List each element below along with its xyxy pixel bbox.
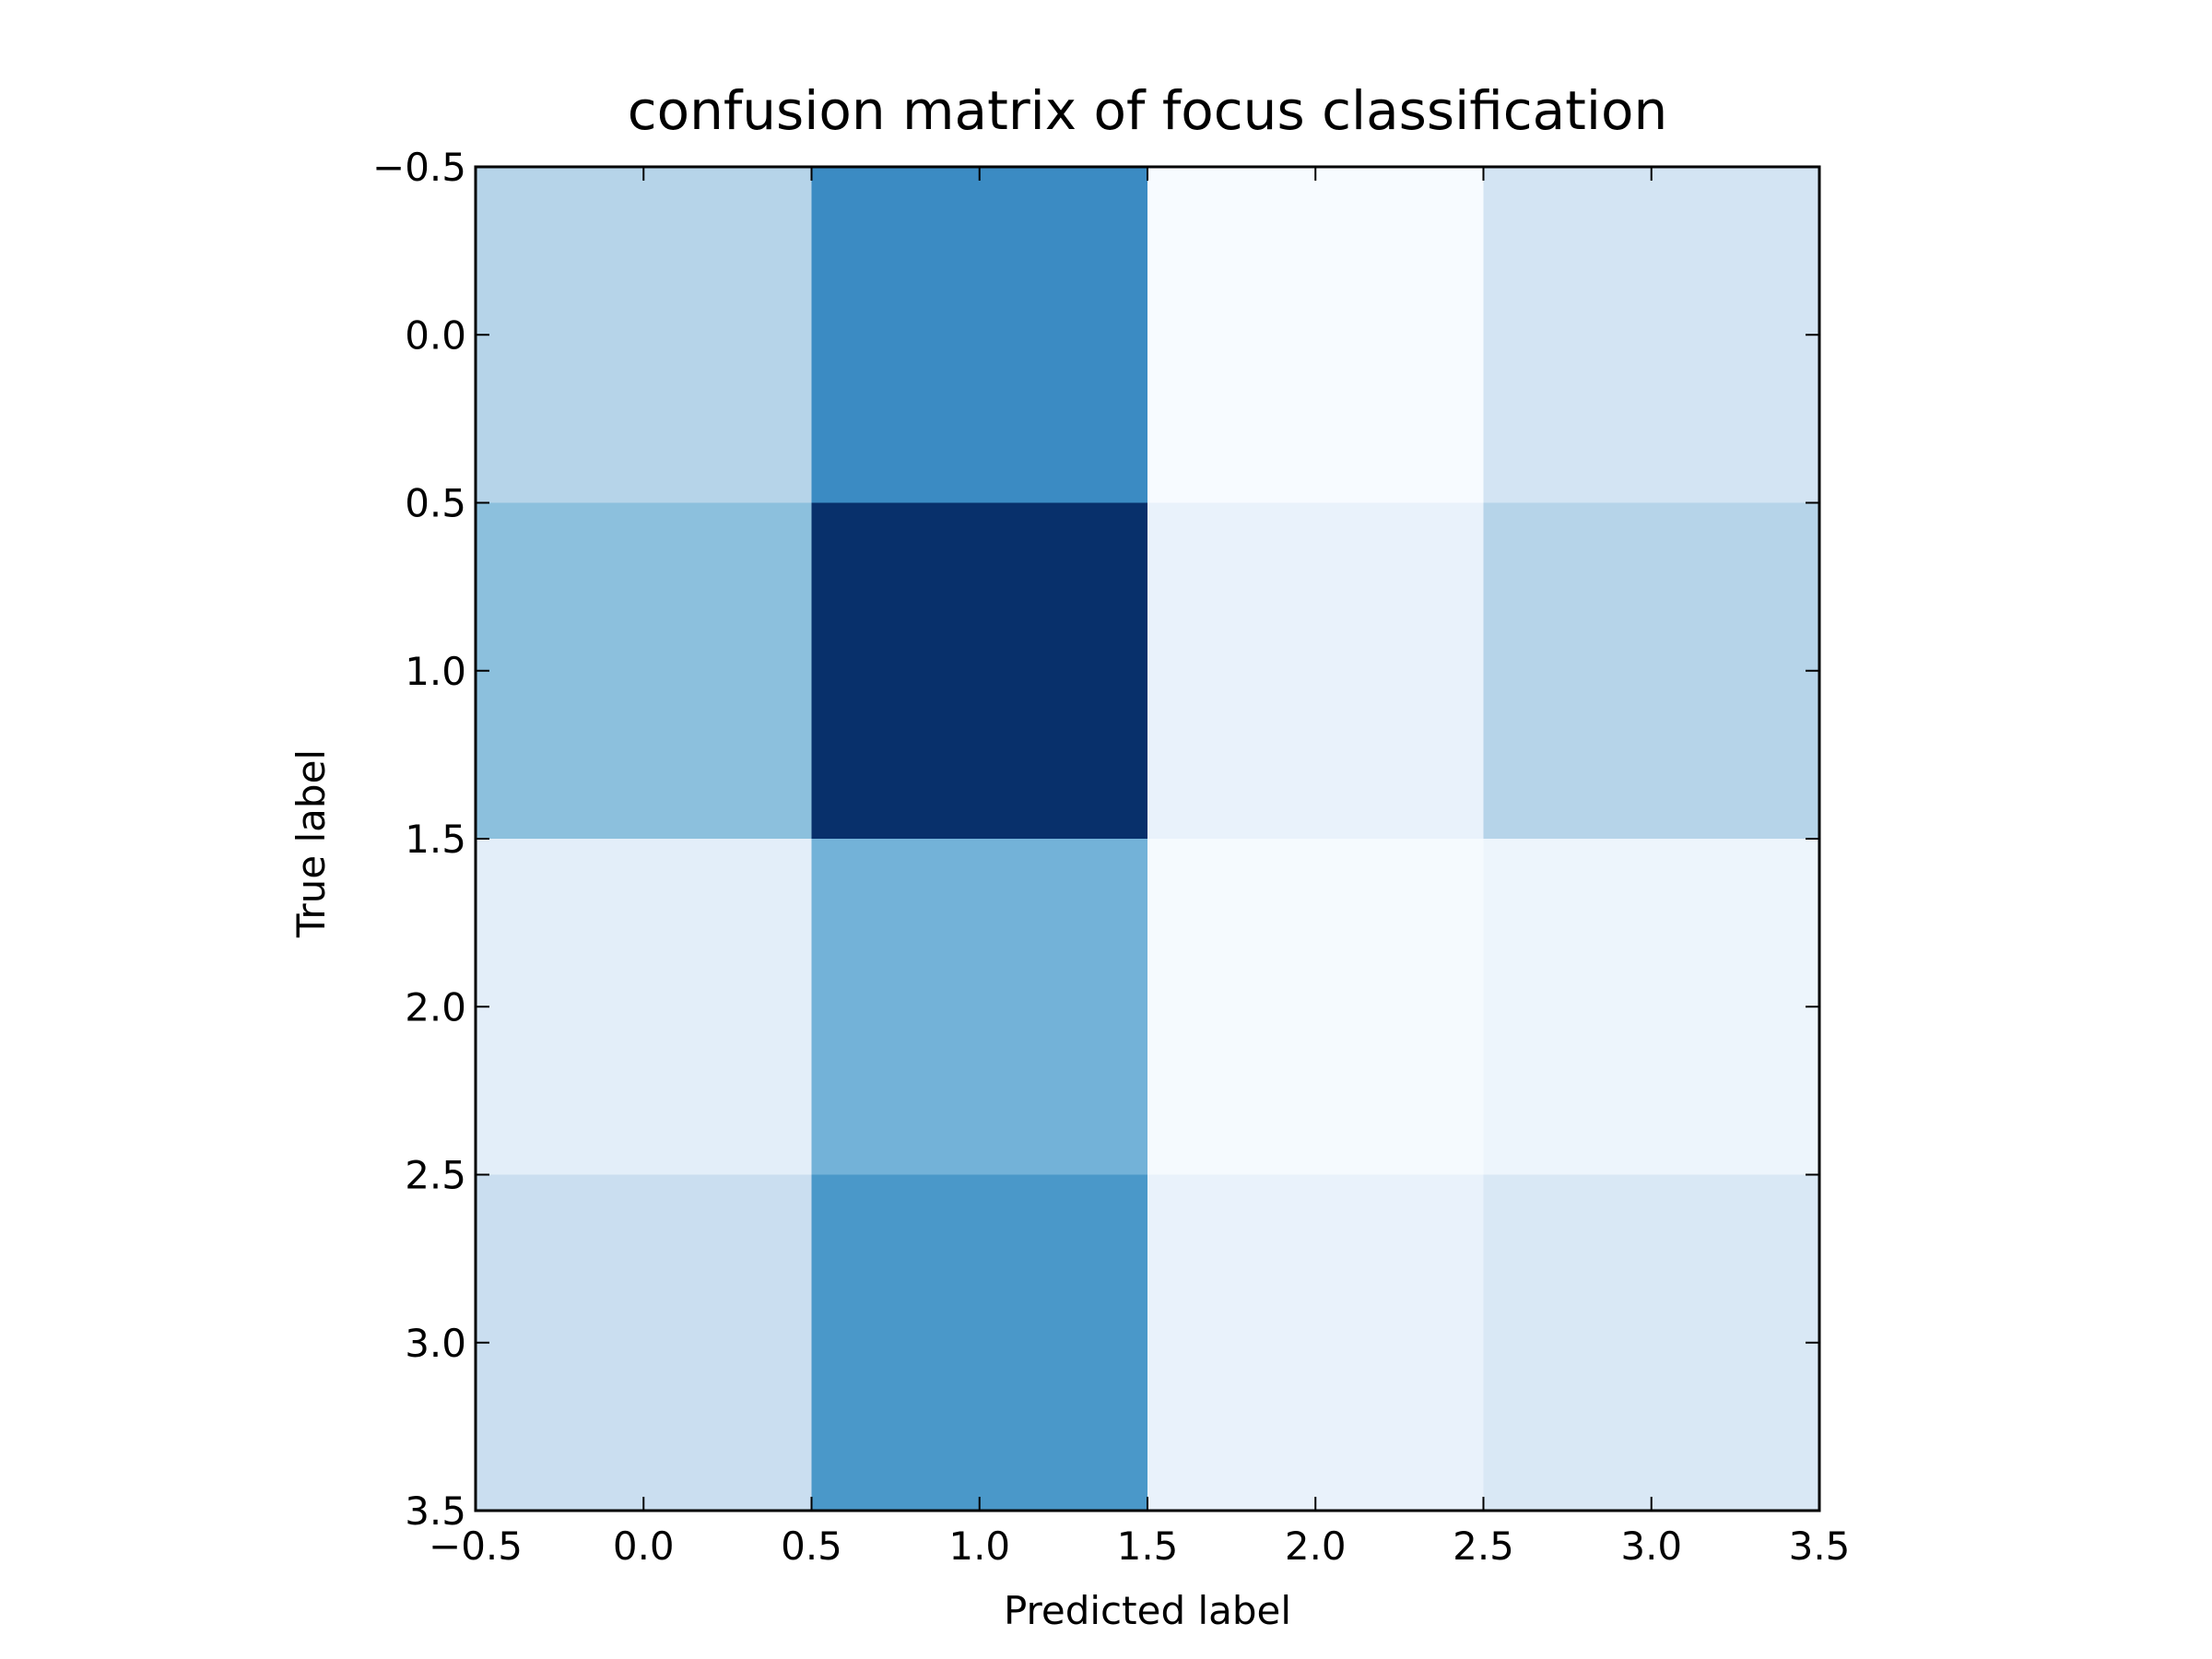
- x-tick-label: 3.0: [1620, 1524, 1682, 1569]
- heatmap-cell: [1147, 839, 1484, 1175]
- y-tick-label: 3.5: [405, 1488, 466, 1534]
- heatmap-cell: [811, 1174, 1147, 1511]
- chart-title: confusion matrix of focus classification: [628, 79, 1668, 142]
- x-tick-label: 1.5: [1117, 1524, 1179, 1569]
- x-tick-label: 0.0: [613, 1524, 675, 1569]
- x-tick-label: −0.5: [429, 1524, 523, 1569]
- x-tick-label: 0.5: [781, 1524, 842, 1569]
- heatmap-cell: [476, 839, 812, 1175]
- heatmap-cell: [1483, 502, 1819, 839]
- y-tick-label: 2.0: [405, 984, 466, 1030]
- y-tick-label: −0.5: [372, 145, 466, 190]
- x-tick-label: 2.0: [1285, 1524, 1347, 1569]
- heatmap-cell: [1483, 167, 1819, 503]
- heatmap-cell: [811, 839, 1147, 1175]
- heatmap-cell: [1147, 167, 1484, 503]
- y-axis-label: True label: [288, 749, 334, 938]
- heatmap-cell: [476, 1174, 812, 1511]
- x-axis-label: Predicted label: [1004, 1588, 1291, 1633]
- y-tick-label: 0.5: [405, 481, 466, 526]
- x-tick-label: 1.0: [948, 1524, 1010, 1569]
- plot-frame: [474, 165, 1821, 1512]
- heatmap-cell: [1483, 839, 1819, 1175]
- heatmap-cell: [476, 167, 812, 503]
- y-tick-label: 1.0: [405, 649, 466, 694]
- y-tick-label: 3.0: [405, 1321, 466, 1366]
- heatmap-cell: [476, 502, 812, 839]
- heatmap-cell: [811, 167, 1147, 503]
- heatmap-cell: [1147, 502, 1484, 839]
- y-tick-label: 2.5: [405, 1153, 466, 1198]
- heatmap-cell: [1483, 1174, 1819, 1511]
- heatmap-cell: [1147, 1174, 1484, 1511]
- x-tick-label: 3.5: [1789, 1524, 1851, 1569]
- y-tick-label: 1.5: [405, 817, 466, 862]
- y-tick-label: 0.0: [405, 312, 466, 358]
- heatmap-cell: [811, 502, 1147, 839]
- x-tick-label: 2.5: [1453, 1524, 1514, 1569]
